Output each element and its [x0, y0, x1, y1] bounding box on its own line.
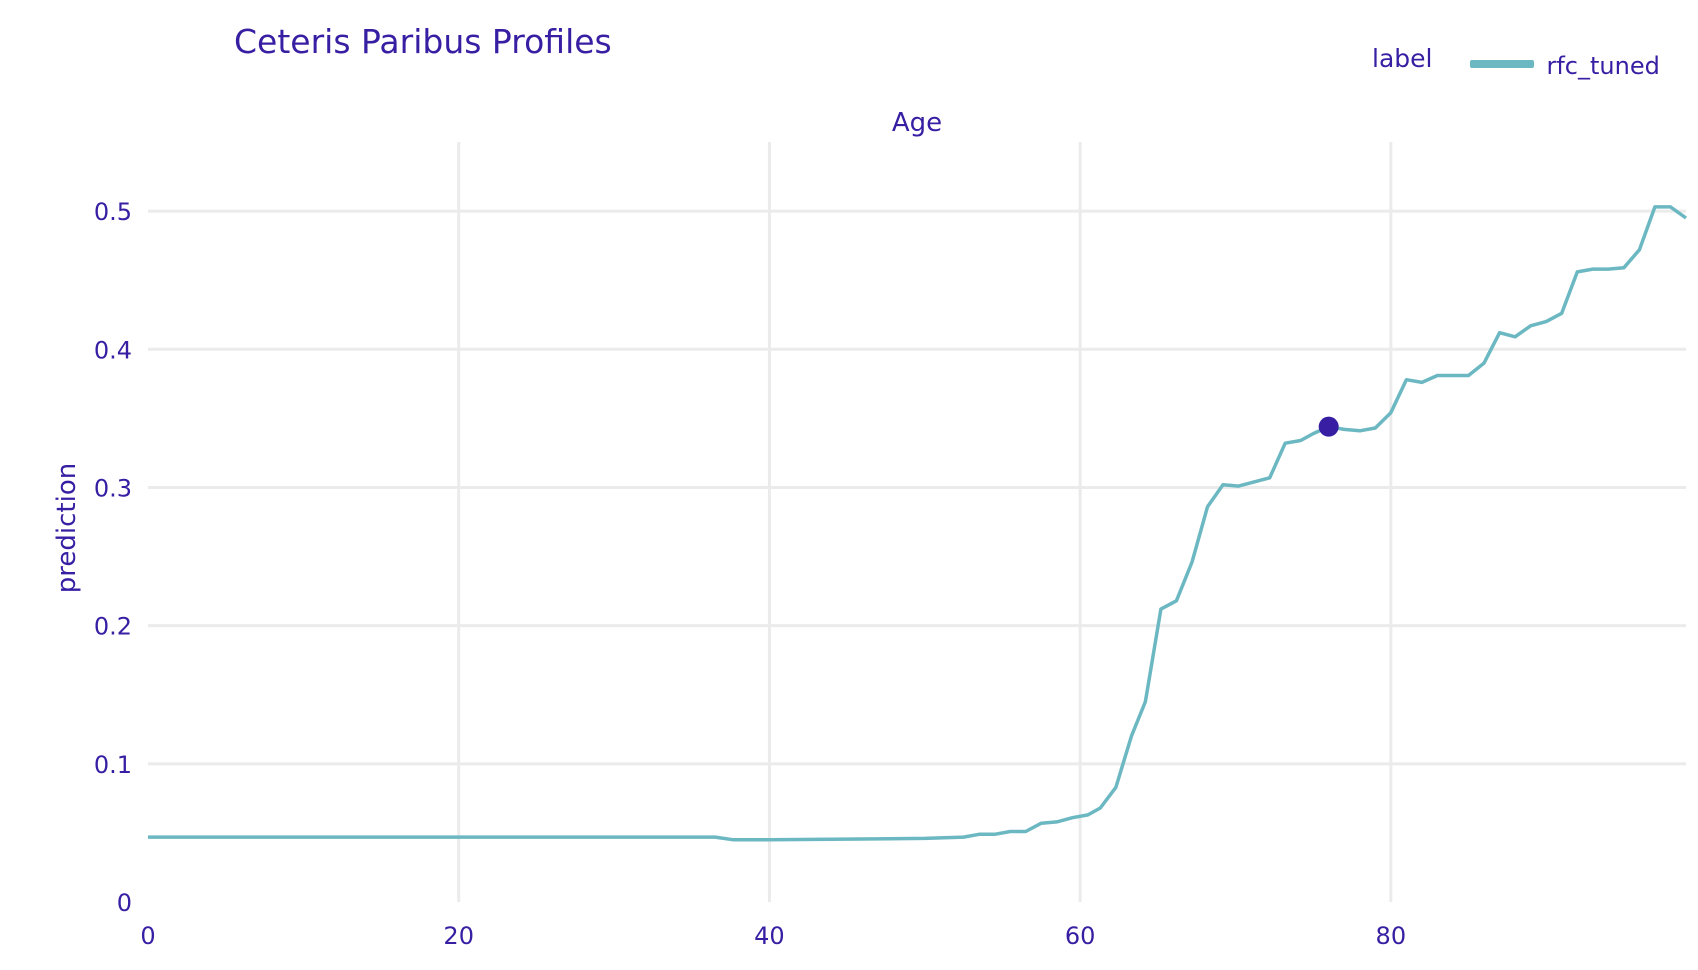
y-tick-label: 0.1 — [94, 751, 132, 779]
y-tick-label: 0.2 — [94, 613, 132, 641]
legend: label rfc_tuned — [1372, 42, 1660, 86]
x-tick-label: 40 — [754, 922, 785, 950]
legend-swatch[interactable] — [1470, 60, 1535, 68]
series-line-rfc_tuned — [148, 205, 1688, 842]
x-tick-label: 60 — [1065, 922, 1096, 950]
series-layer — [148, 205, 1688, 842]
y-tick-label: 0.3 — [94, 474, 132, 502]
y-tick-label: 0 — [117, 889, 132, 917]
subplot-title: Age — [892, 108, 942, 138]
legend-label[interactable]: rfc_tuned — [1546, 52, 1660, 80]
legend-title: label — [1372, 43, 1433, 73]
y-tick-label: 0.4 — [94, 336, 132, 364]
point-layer — [1318, 416, 1339, 437]
y-axis-label: prediction — [52, 463, 82, 593]
x-tick-label: 20 — [443, 922, 474, 950]
x-axis-ticks: 0 20 40 60 80 — [140, 922, 1406, 950]
y-tick-label: 0.5 — [94, 198, 132, 226]
grid-layer — [148, 142, 1686, 902]
x-tick-label: 0 — [140, 922, 155, 950]
x-tick-label: 80 — [1376, 922, 1407, 950]
chart-title: Ceteris Paribus Profiles — [234, 22, 612, 61]
y-axis-ticks: 0 0.1 0.2 0.3 0.4 0.5 — [94, 198, 132, 917]
observation-point — [1318, 416, 1339, 437]
